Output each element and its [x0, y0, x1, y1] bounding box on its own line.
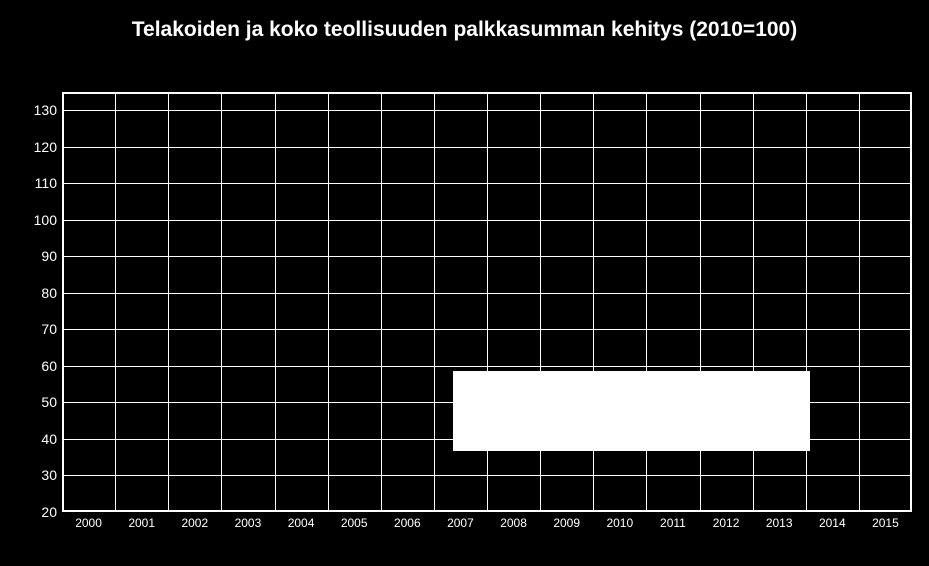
gridline-vertical [806, 92, 807, 512]
gridline-vertical [487, 92, 488, 512]
gridline-vertical [328, 92, 329, 512]
x-axis-label: 2010 [606, 516, 633, 530]
x-axis-label: 2001 [128, 516, 155, 530]
y-axis-label: 40 [7, 431, 57, 447]
x-axis-label: 2003 [235, 516, 262, 530]
y-axis-label: 30 [7, 467, 57, 483]
y-axis-label: 20 [7, 504, 57, 520]
x-axis-label: 2004 [288, 516, 315, 530]
gridline-vertical [115, 92, 116, 512]
x-axis-label: 2005 [341, 516, 368, 530]
x-axis-label: 2006 [394, 516, 421, 530]
x-axis-label: 2000 [75, 516, 102, 530]
x-axis-label: 2007 [447, 516, 474, 530]
chart-title: Telakoiden ja koko teollisuuden palkkasu… [0, 18, 929, 42]
y-axis-label: 130 [7, 102, 57, 118]
gridline-vertical [221, 92, 222, 512]
gridline-vertical [434, 92, 435, 512]
gridline-vertical [275, 92, 276, 512]
x-axis-label: 2009 [553, 516, 580, 530]
y-axis-label: 50 [7, 394, 57, 410]
gridline-vertical [646, 92, 647, 512]
y-axis-label: 100 [7, 212, 57, 228]
x-axis-label: 2012 [713, 516, 740, 530]
x-axis-label: 2015 [872, 516, 899, 530]
gridline-vertical [753, 92, 754, 512]
y-axis-label: 80 [7, 285, 57, 301]
gridline-vertical [381, 92, 382, 512]
y-axis-label: 110 [7, 175, 57, 191]
gridline-vertical [593, 92, 594, 512]
gridline-vertical [168, 92, 169, 512]
x-axis-label: 2013 [766, 516, 793, 530]
gridline-vertical [700, 92, 701, 512]
y-axis-label: 90 [7, 248, 57, 264]
y-axis-label: 60 [7, 358, 57, 374]
gridline-vertical [540, 92, 541, 512]
x-axis-label: 2011 [660, 516, 686, 530]
chart-container: Telakoiden ja koko teollisuuden palkkasu… [0, 0, 929, 566]
x-axis-label: 2002 [181, 516, 208, 530]
y-axis-label: 120 [7, 139, 57, 155]
x-axis-label: 2008 [500, 516, 527, 530]
gridline-vertical [859, 92, 860, 512]
y-axis-label: 70 [7, 321, 57, 337]
x-axis-label: 2014 [819, 516, 846, 530]
